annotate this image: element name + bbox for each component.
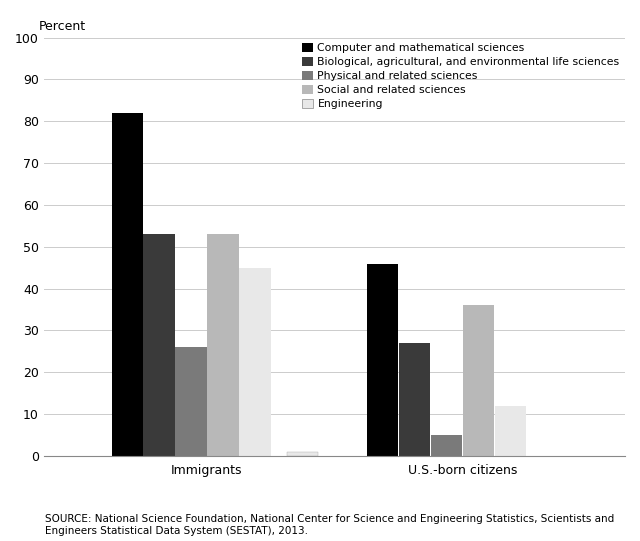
Bar (431, 435, 462, 456)
Bar (207, 234, 239, 456)
Bar (111, 113, 143, 456)
Bar (367, 263, 398, 456)
Bar (399, 343, 430, 456)
Bar (463, 305, 494, 456)
Bar (143, 234, 175, 456)
Bar (239, 268, 271, 456)
Bar (287, 452, 319, 456)
Legend: Computer and mathematical sciences, Biological, agricultural, and environmental : Computer and mathematical sciences, Biol… (302, 43, 620, 109)
Text: Percent: Percent (38, 21, 86, 34)
Text: SOURCE: National Science Foundation, National Center for Science and Engineering: SOURCE: National Science Foundation, Nat… (45, 514, 614, 536)
Bar (495, 406, 526, 456)
Bar (175, 347, 207, 456)
